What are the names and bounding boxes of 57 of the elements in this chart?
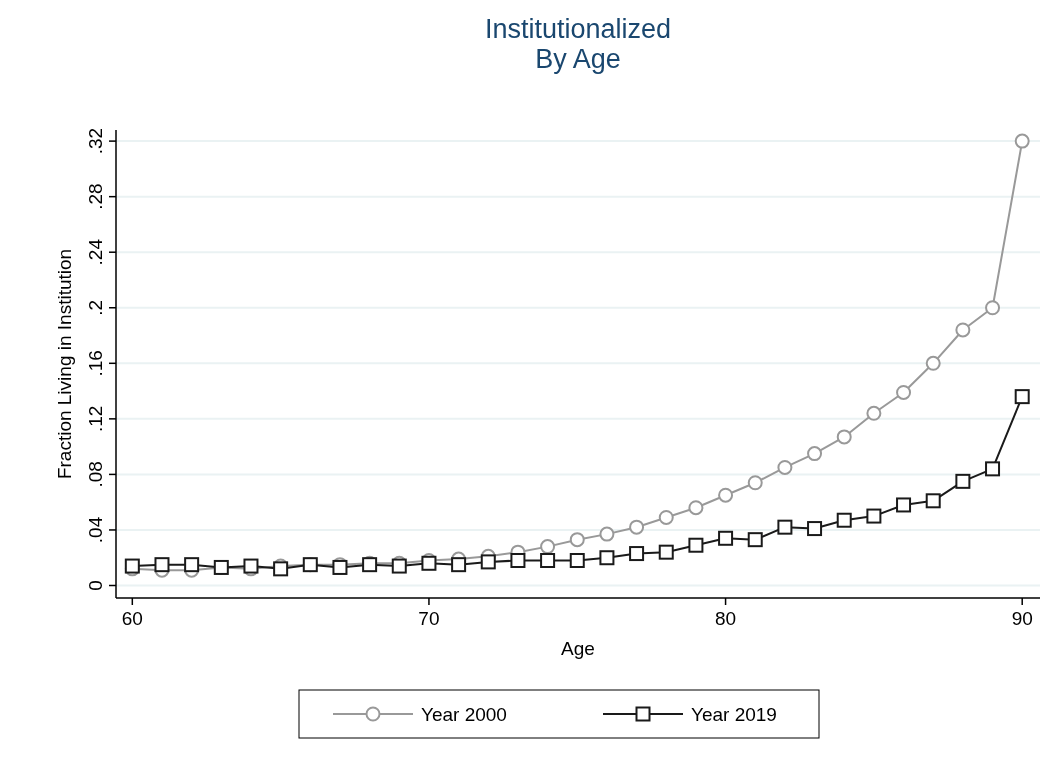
- point: [925, 355, 941, 371]
- point: [510, 553, 526, 568]
- chart-title: Institutionalized By Age: [484, 14, 672, 74]
- legend-label: Year 2019: [691, 704, 777, 725]
- point: [154, 557, 170, 573]
- point: [836, 429, 852, 445]
- y-axis-title: Fraction Living in Institution: [54, 248, 75, 480]
- point: [807, 521, 823, 537]
- point: [1014, 133, 1030, 149]
- x-tick-label: 90: [1011, 608, 1033, 629]
- point: [866, 405, 882, 421]
- point: [569, 553, 585, 568]
- point: [747, 475, 763, 491]
- x-tick-label: 80: [715, 608, 737, 629]
- x-tick-label: 70: [418, 608, 440, 629]
- legend-label: Year 2000: [421, 704, 507, 725]
- point: [184, 557, 200, 573]
- point: [451, 557, 467, 573]
- point: [896, 497, 912, 513]
- point: [688, 537, 704, 553]
- point: [955, 473, 971, 489]
- point: [985, 300, 1001, 316]
- x-axis-title: Age: [561, 638, 595, 659]
- point: [777, 519, 793, 535]
- point: [658, 544, 674, 560]
- point: [480, 554, 496, 570]
- y-tick-label: .12: [85, 405, 106, 433]
- point: [629, 546, 645, 562]
- y-tick-label: .04: [85, 516, 106, 544]
- point: [955, 322, 971, 338]
- point: [718, 530, 734, 546]
- x-tick-label: 60: [121, 608, 143, 629]
- point: [658, 509, 674, 525]
- point: [540, 553, 556, 568]
- point: [925, 493, 941, 509]
- point: [985, 461, 1001, 477]
- point: [718, 487, 734, 503]
- point: [599, 526, 615, 542]
- point: [599, 550, 615, 566]
- point: [807, 446, 823, 462]
- point: [836, 512, 852, 528]
- point: [569, 532, 585, 548]
- point: [777, 459, 793, 475]
- point: [688, 500, 704, 516]
- y-tick-label: .32: [85, 127, 106, 155]
- y-tick-label: .08: [85, 461, 106, 488]
- y-tick-label: .28: [85, 183, 106, 210]
- y-tick-label: .24: [85, 238, 106, 266]
- y-tick-label: .16: [85, 350, 106, 377]
- point: [747, 532, 763, 548]
- point: [629, 519, 645, 535]
- point: [866, 508, 882, 524]
- y-tick-label: 0: [85, 580, 106, 591]
- point: [896, 384, 912, 400]
- point: [540, 539, 556, 555]
- point: [1014, 389, 1030, 405]
- y-tick-label: .2: [85, 299, 106, 316]
